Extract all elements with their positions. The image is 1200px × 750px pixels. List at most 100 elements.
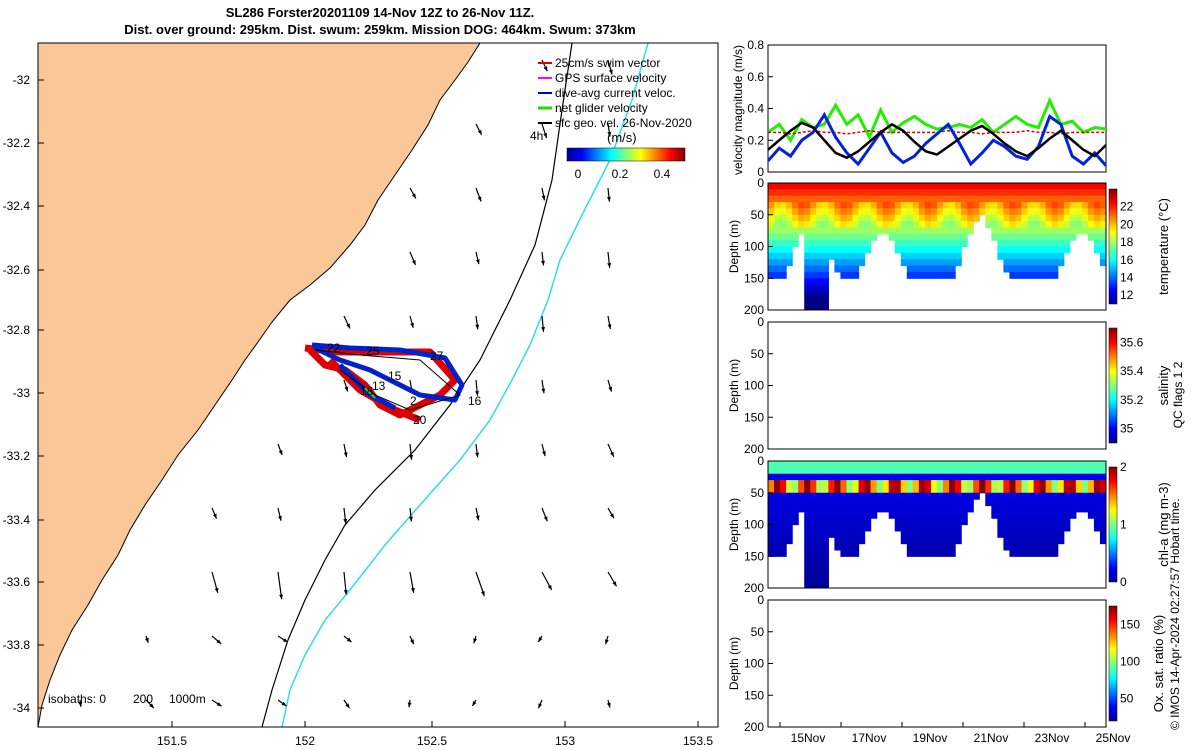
heat-cell xyxy=(810,549,817,557)
heat-cell xyxy=(834,537,842,545)
velocity-vector-head xyxy=(212,513,217,519)
heat-cell xyxy=(1099,240,1106,248)
heat-cell xyxy=(864,233,872,241)
heat-cell xyxy=(1057,480,1065,487)
heat-cell xyxy=(961,202,968,209)
heat-cell xyxy=(955,246,962,254)
lat-tick-label: -32.8 xyxy=(3,323,31,337)
depth-tick-label: 150 xyxy=(744,271,764,285)
heat-cell xyxy=(810,227,817,235)
heat-cell xyxy=(864,240,872,248)
depth-ylabel: Depth (m) xyxy=(727,359,741,412)
heat-cell xyxy=(840,240,848,248)
heat-cell xyxy=(828,461,835,468)
heat-cell xyxy=(1033,221,1041,229)
heat-cell xyxy=(774,189,781,197)
heat-cell xyxy=(786,461,793,468)
heat-cell xyxy=(816,499,823,507)
net-glider-velocity-track xyxy=(364,387,376,399)
heat-cell xyxy=(1075,208,1083,216)
heat-cell xyxy=(1045,537,1053,545)
velocity-vector-head xyxy=(477,196,482,202)
heat-cell xyxy=(834,265,842,273)
heat-cell xyxy=(1003,505,1011,513)
heat-cell xyxy=(864,195,872,203)
heat-cell xyxy=(780,467,787,475)
heat-cell xyxy=(955,518,962,526)
heat-cell xyxy=(810,265,817,273)
heat-cell xyxy=(822,524,829,532)
heat-cell xyxy=(973,486,980,494)
heat-cell xyxy=(1039,473,1047,481)
heat-cell xyxy=(985,467,992,475)
heat-cell xyxy=(985,195,992,203)
heat-cell xyxy=(906,233,914,241)
heat-cell xyxy=(840,480,848,487)
heat-cell xyxy=(943,518,950,526)
heat-cell xyxy=(967,195,974,203)
heat-cell xyxy=(937,233,944,241)
velocity-vector-head xyxy=(216,702,222,707)
heat-cell xyxy=(882,202,890,209)
depth-ylabel: Depth (m) xyxy=(727,498,741,551)
heat-cell xyxy=(1039,233,1047,241)
heat-cell xyxy=(1021,543,1029,551)
heat-cell xyxy=(1027,195,1035,203)
heat-cell xyxy=(888,492,896,500)
heat-cell xyxy=(955,492,962,500)
heat-cell xyxy=(1039,202,1047,209)
heat-cell xyxy=(810,492,817,500)
heat-cell xyxy=(1063,486,1071,494)
depth-tick-label: 150 xyxy=(744,410,764,424)
net-glider-track xyxy=(314,349,462,411)
heat-cell xyxy=(804,486,811,494)
heat-cell xyxy=(973,492,980,500)
heat-cell xyxy=(798,480,805,487)
heat-cell xyxy=(828,530,835,538)
heat-cell xyxy=(834,189,842,197)
heat-cell xyxy=(967,221,974,229)
heat-cell xyxy=(1045,221,1053,229)
heat-cell xyxy=(810,240,817,248)
heat-cell xyxy=(1051,195,1059,203)
heat-cell xyxy=(792,195,799,203)
heat-cell xyxy=(780,486,787,494)
heat-cell xyxy=(816,511,823,519)
heat-cell xyxy=(967,189,974,197)
heat-colorbar xyxy=(1108,605,1118,722)
heat-cell xyxy=(991,492,998,500)
heat-cell xyxy=(846,214,854,222)
heat-cell xyxy=(1051,233,1059,241)
heat-cell xyxy=(967,214,974,222)
heat-cell xyxy=(780,233,787,241)
heat-cell xyxy=(997,499,1004,507)
heat-cell xyxy=(1021,265,1029,273)
heat-cell xyxy=(997,240,1004,248)
colorbar-tick-label: 35.6 xyxy=(1120,335,1144,349)
heat-cell xyxy=(870,227,878,235)
heat-cell xyxy=(1057,189,1065,197)
heat-cell xyxy=(774,271,781,279)
heat-cell xyxy=(804,581,811,588)
heat-cell xyxy=(918,461,926,468)
heat-cell xyxy=(846,227,854,235)
heat-cell xyxy=(810,252,817,260)
colorbar-tick-label: 22 xyxy=(1120,200,1134,214)
heat-cell xyxy=(997,505,1004,513)
heat-cell xyxy=(846,473,854,481)
depth-tick-label: 50 xyxy=(751,208,765,222)
heat-cell xyxy=(924,530,932,538)
coastline-land xyxy=(38,43,481,727)
lat-tick-label: -32 xyxy=(13,73,31,87)
heat-cell xyxy=(918,208,926,216)
heat-cell xyxy=(1069,461,1077,468)
heat-cell xyxy=(918,227,926,235)
heat-cell xyxy=(906,265,914,273)
velocity-series-line xyxy=(768,96,1106,144)
legend-label: GPS surface velocity xyxy=(555,71,666,85)
heat-cell xyxy=(1069,486,1077,494)
heat-cell xyxy=(888,195,896,203)
heat-cell xyxy=(1051,480,1059,487)
heat-cell xyxy=(1093,486,1101,494)
heat-cell xyxy=(1099,214,1106,222)
